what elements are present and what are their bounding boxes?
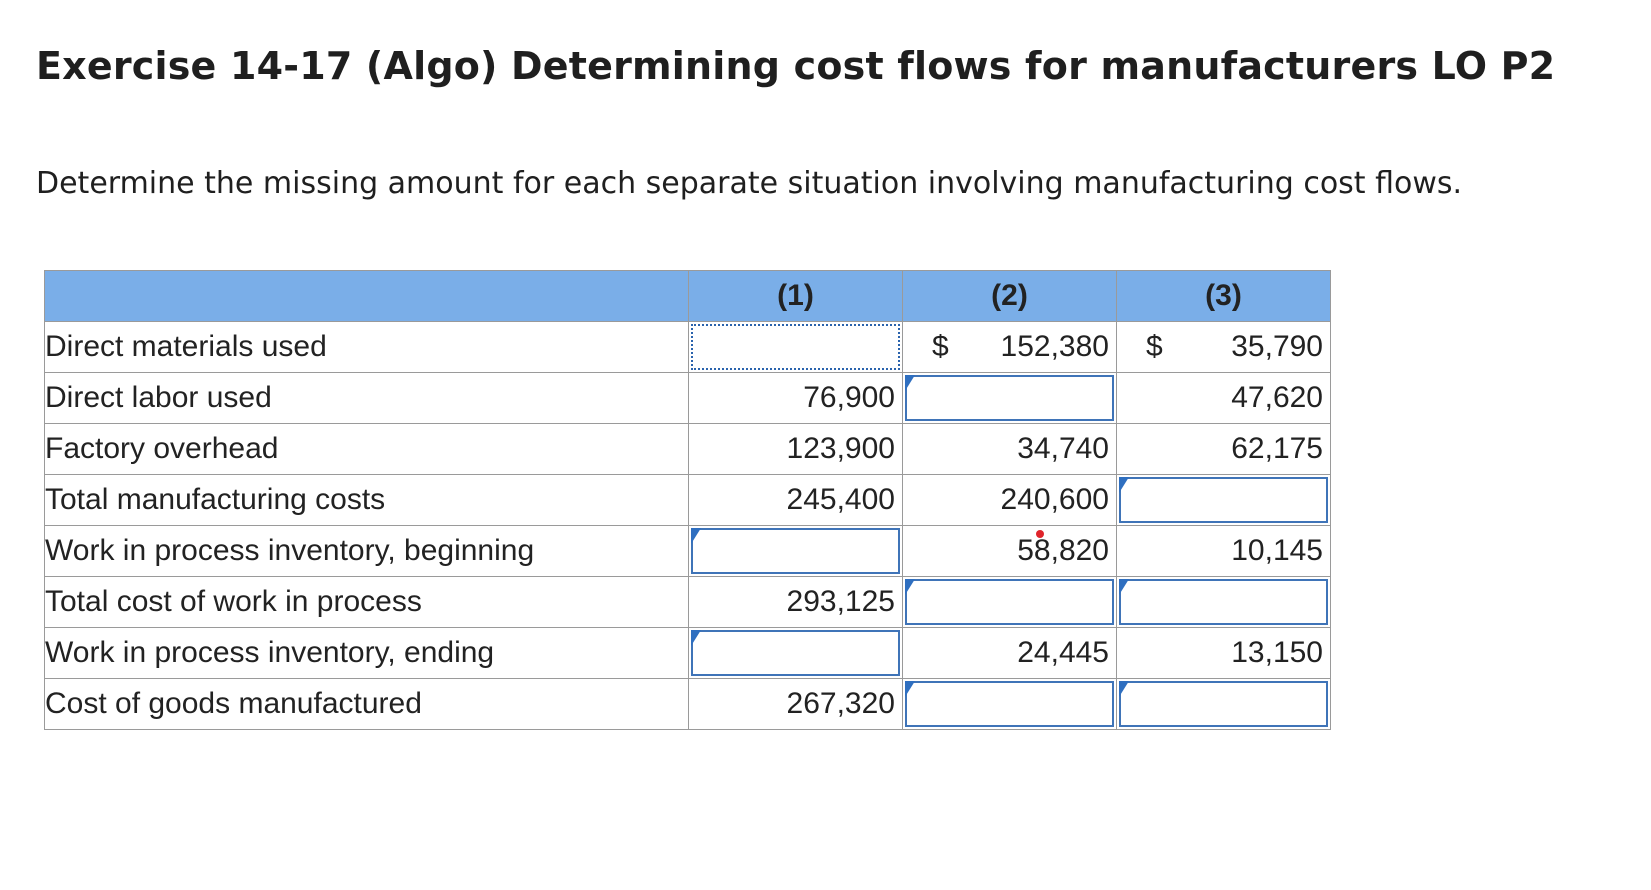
row-label: Direct labor used (44, 372, 689, 424)
header-label (44, 270, 689, 322)
header-col-2: (2) (902, 270, 1117, 322)
cell-r4-c2: 240,600 (902, 474, 1117, 526)
instructions: Determine the missing amount for each se… (36, 166, 1463, 201)
cell-r6-c1: 293,125 (688, 576, 903, 628)
cell-r7-c1[interactable] (688, 627, 903, 679)
direct-labor-2-input[interactable] (905, 375, 1114, 421)
currency-symbol: $ (932, 330, 949, 363)
value: 10,145 (1231, 534, 1323, 567)
currency-symbol: $ (1146, 330, 1163, 363)
wip-ending-1-input[interactable] (691, 630, 900, 676)
table-row: Work in process inventory, beginning 58,… (44, 525, 1331, 577)
cell-r2-c3: 47,620 (1116, 372, 1331, 424)
value: 35,790 (1231, 330, 1323, 363)
value: 58,820 (1017, 534, 1109, 567)
row-label: Work in process inventory, ending (44, 627, 689, 679)
cell-r1-c1[interactable] (688, 321, 903, 373)
cell-r8-c2[interactable] (902, 678, 1117, 730)
total-manufacturing-costs-3-input[interactable] (1119, 477, 1328, 523)
table-row: Direct labor used 76,900 47,620 (44, 372, 1331, 424)
value: 13,150 (1231, 636, 1323, 669)
value: 76,900 (803, 381, 895, 414)
cost-flow-table: (1) (2) (3) Direct materials used $ 152,… (44, 270, 1331, 730)
header-col-3: (3) (1116, 270, 1331, 322)
value: 245,400 (786, 483, 895, 516)
cell-r5-c3: 10,145 (1116, 525, 1331, 577)
row-label: Total cost of work in process (44, 576, 689, 628)
table-row: Direct materials used $ 152,380 $ 35,790 (44, 321, 1331, 373)
table-row: Total manufacturing costs 245,400 240,60… (44, 474, 1331, 526)
total-cost-wip-3-input[interactable] (1119, 579, 1328, 625)
table-row: Factory overhead 123,900 34,740 62,175 (44, 423, 1331, 475)
value: 293,125 (786, 585, 895, 618)
row-label: Total manufacturing costs (44, 474, 689, 526)
cell-r3-c3: 62,175 (1116, 423, 1331, 475)
cogm-2-input[interactable] (905, 681, 1114, 727)
cell-r5-c2: 58,820 (902, 525, 1117, 577)
value: 24,445 (1017, 636, 1109, 669)
row-label: Cost of goods manufactured (44, 678, 689, 730)
cell-r1-c2: $ 152,380 (902, 321, 1117, 373)
table-row: Cost of goods manufactured 267,320 (44, 678, 1331, 730)
cell-r2-c1: 76,900 (688, 372, 903, 424)
cell-r5-c1[interactable] (688, 525, 903, 577)
cell-r8-c3[interactable] (1116, 678, 1331, 730)
header-row: (1) (2) (3) (44, 270, 1331, 322)
page-title: Exercise 14-17 (Algo) Determining cost f… (36, 44, 1556, 88)
value: 34,740 (1017, 432, 1109, 465)
direct-materials-1-input[interactable] (691, 324, 900, 370)
value: 267,320 (786, 687, 895, 720)
cell-r1-c3: $ 35,790 (1116, 321, 1331, 373)
red-dot-icon (1036, 530, 1044, 538)
row-label: Direct materials used (44, 321, 689, 373)
value: 47,620 (1231, 381, 1323, 414)
value: 123,900 (786, 432, 895, 465)
table-row: Total cost of work in process 293,125 (44, 576, 1331, 628)
cell-r3-c2: 34,740 (902, 423, 1117, 475)
row-label: Factory overhead (44, 423, 689, 475)
cell-r6-c2[interactable] (902, 576, 1117, 628)
value: 152,380 (1000, 330, 1109, 363)
value: 240,600 (1000, 483, 1109, 516)
cell-r6-c3[interactable] (1116, 576, 1331, 628)
row-label: Work in process inventory, beginning (44, 525, 689, 577)
cell-r4-c3[interactable] (1116, 474, 1331, 526)
wip-beginning-1-input[interactable] (691, 528, 900, 574)
table-row: Work in process inventory, ending 24,445… (44, 627, 1331, 679)
total-cost-wip-2-input[interactable] (905, 579, 1114, 625)
header-col-1: (1) (688, 270, 903, 322)
cell-r4-c1: 245,400 (688, 474, 903, 526)
cell-r8-c1: 267,320 (688, 678, 903, 730)
cell-r7-c3: 13,150 (1116, 627, 1331, 679)
cell-r7-c2: 24,445 (902, 627, 1117, 679)
cogm-3-input[interactable] (1119, 681, 1328, 727)
cell-r2-c2[interactable] (902, 372, 1117, 424)
value: 62,175 (1231, 432, 1323, 465)
cell-r3-c1: 123,900 (688, 423, 903, 475)
